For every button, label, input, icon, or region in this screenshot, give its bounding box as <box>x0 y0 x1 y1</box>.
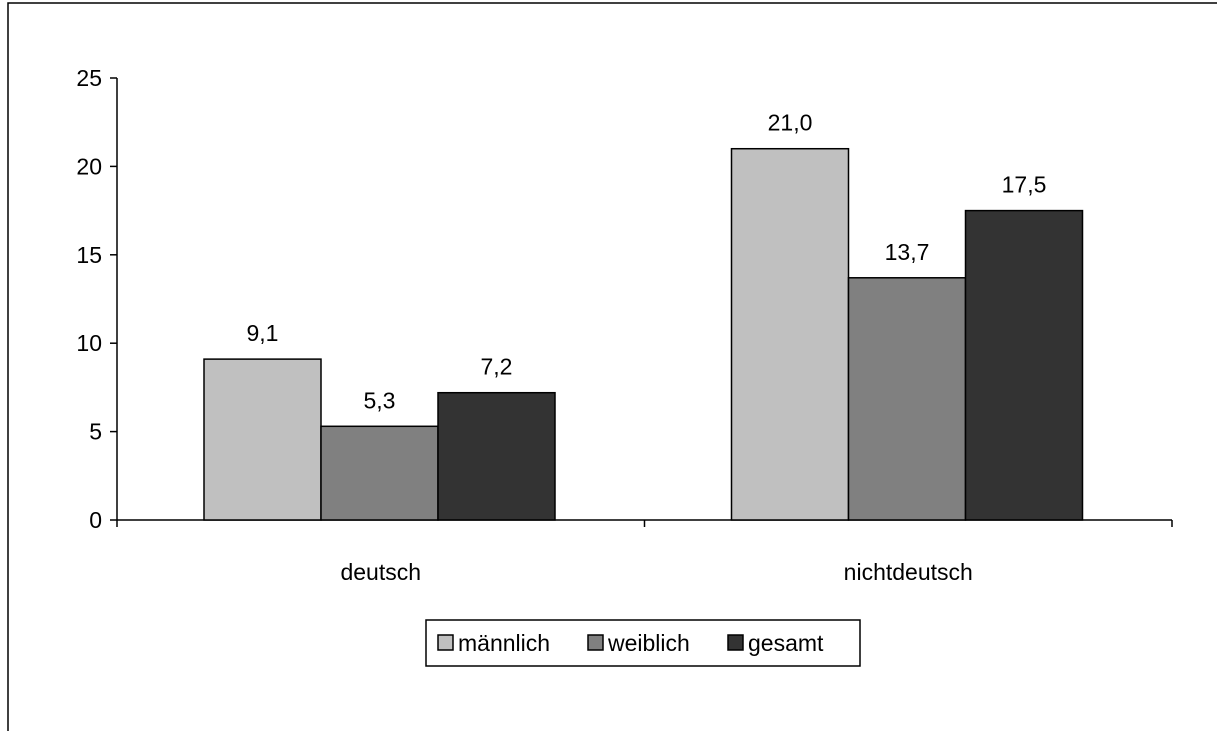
data-label: 9,1 <box>247 320 279 346</box>
y-tick-label: 20 <box>76 153 102 179</box>
y-tick-label: 25 <box>76 65 102 91</box>
data-label: 5,3 <box>364 387 396 413</box>
chart-border <box>7 2 1217 736</box>
x-category-label: nichtdeutsch <box>844 559 973 585</box>
legend-swatch-männlich <box>437 634 454 651</box>
y-tick-label: 5 <box>89 419 102 445</box>
y-tick-label: 15 <box>76 242 102 268</box>
bar-weiblich-nichtdeutsch <box>847 277 967 521</box>
legend-label-weiblich: weiblich <box>607 630 690 656</box>
data-label: 7,2 <box>481 354 513 380</box>
legend-label-gesamt: gesamt <box>748 630 824 656</box>
y-tick-label: 0 <box>89 507 102 533</box>
legend-swatch-gesamt <box>727 634 744 651</box>
data-label: 21,0 <box>768 110 813 136</box>
legend-swatch-weiblich <box>587 634 604 651</box>
bar-männlich-deutsch <box>203 358 322 521</box>
data-label: 17,5 <box>1002 172 1047 198</box>
legend-label-männlich: männlich <box>458 630 550 656</box>
legend-box <box>425 619 861 667</box>
y-tick-label: 10 <box>76 330 102 356</box>
legend: männlich weiblich gesamt <box>425 619 861 667</box>
bar-männlich-nichtdeutsch <box>730 147 850 521</box>
bar-gesamt-nichtdeutsch <box>964 209 1084 521</box>
data-label: 13,7 <box>885 239 930 265</box>
x-category-label: deutsch <box>340 559 421 585</box>
bar-weiblich-deutsch <box>320 425 439 521</box>
bar-gesamt-deutsch <box>437 391 556 521</box>
